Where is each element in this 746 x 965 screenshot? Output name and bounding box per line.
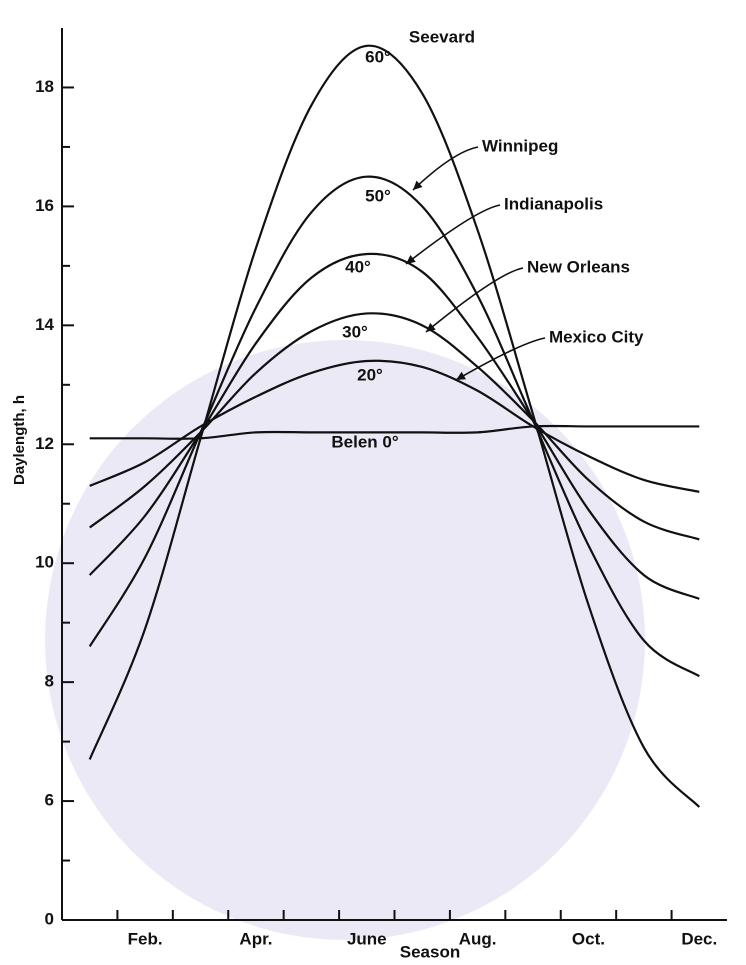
y-tick-label: 16 [35, 196, 54, 215]
series-label: 30° [342, 322, 368, 341]
series-label: 60° [365, 47, 391, 66]
city-label: Mexico City [549, 327, 644, 346]
pointer-arrow [413, 147, 478, 190]
y-tick-label: 12 [35, 434, 54, 453]
x-axis-title: Season [400, 942, 460, 961]
x-tick-label: Dec. [681, 929, 717, 948]
series-label: 40° [345, 257, 371, 276]
series-label: 20° [357, 365, 383, 384]
city-label: Indianapolis [504, 194, 603, 213]
y-tick-label: 14 [35, 315, 54, 334]
background-watermark [45, 340, 645, 940]
arrow-head [406, 255, 416, 264]
x-tick-label: Aug. [459, 929, 497, 948]
series-label: Belen 0° [331, 432, 398, 451]
y-axis-title: Daylength, h [11, 395, 28, 485]
pointer-arrow [426, 268, 523, 332]
series-label: 50° [365, 186, 391, 205]
y-tick-label: 8 [45, 672, 54, 691]
city-label: Winnipeg [482, 136, 558, 155]
city-label: New Orleans [527, 257, 630, 276]
x-tick-label: Apr. [239, 929, 272, 948]
x-tick-label: Oct. [572, 929, 605, 948]
y-tick-label: 18 [35, 77, 54, 96]
y-tick-label: 6 [45, 791, 54, 810]
y-tick-label: 10 [35, 553, 54, 572]
y-origin-label: 0 [45, 909, 54, 928]
x-tick-label: Feb. [128, 929, 163, 948]
city-label: Seevard [409, 27, 475, 46]
chart: Season Daylength, h 6 8 10 12 14 16 18 0 Feb. Apr… [0, 0, 746, 965]
x-tick-label: June [347, 929, 387, 948]
